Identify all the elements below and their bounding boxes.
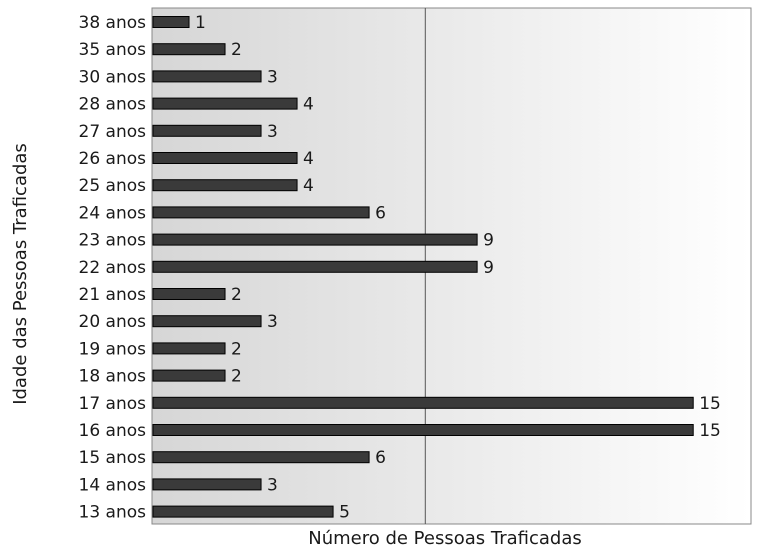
bar-19-anos (152, 342, 226, 355)
category-tick-label: 23 anos (79, 231, 147, 251)
bar-26-anos (152, 152, 298, 164)
bar-30-anos (152, 70, 262, 83)
bars (152, 16, 694, 518)
bar-38-anos (152, 16, 190, 28)
data-label: 3 (267, 122, 278, 142)
category-tick-labels: 38 anos 35 anos 30 anos 28 anos 27 anos 26 an… (79, 13, 147, 523)
data-label: 2 (231, 339, 242, 359)
bar-28-anos (152, 97, 298, 110)
category-tick-label: 26 anos (79, 149, 147, 169)
data-label: 3 (267, 312, 278, 332)
category-tick-label: 14 anos (79, 475, 147, 495)
category-tick-label: 17 anos (79, 394, 147, 414)
bar-21-anos (152, 288, 226, 300)
category-tick-label: 30 anos (79, 67, 147, 87)
bar-20-anos (152, 315, 262, 328)
bar-13-anos (152, 505, 334, 518)
data-label: 15 (699, 394, 721, 414)
category-tick-label: 20 anos (79, 312, 147, 332)
bar-35-anos (152, 43, 226, 56)
data-labels: 1 2 3 4 3 4 4 6 9 9 2 3 2 2 15 15 6 3 5 (195, 13, 721, 523)
category-tick-label: 15 anos (79, 448, 147, 468)
bar-27-anos (152, 124, 262, 137)
data-label: 6 (375, 203, 386, 223)
category-tick-label: 35 anos (79, 40, 147, 60)
data-label: 5 (339, 503, 350, 523)
data-label: 4 (303, 95, 314, 115)
x-axis-title: Número de Pessoas Traficadas (308, 528, 582, 549)
category-tick-label: 24 anos (79, 203, 147, 223)
data-label: 3 (267, 67, 278, 87)
category-tick-label: 13 anos (79, 503, 147, 523)
data-label: 4 (303, 149, 314, 169)
data-label: 15 (699, 421, 721, 441)
category-tick-label: 21 anos (79, 285, 147, 305)
category-tick-label: 22 anos (79, 258, 147, 278)
data-label: 9 (483, 231, 494, 251)
bar-25-anos (152, 179, 298, 192)
bar-24-anos (152, 206, 370, 219)
category-tick-label: 38 anos (79, 13, 147, 33)
data-label: 3 (267, 475, 278, 495)
y-axis-title: Idade das Pessoas Traficadas (10, 143, 31, 405)
category-tick-label: 28 anos (79, 95, 147, 115)
data-label: 2 (231, 285, 242, 305)
data-label: 2 (231, 40, 242, 60)
bar-18-anos (152, 369, 226, 382)
category-tick-label: 16 anos (79, 421, 147, 441)
category-tick-label: 25 anos (79, 176, 147, 196)
category-tick-label: 19 anos (79, 339, 147, 359)
bar-22-anos (152, 260, 478, 273)
data-label: 6 (375, 448, 386, 468)
bar-23-anos (152, 233, 478, 246)
bar-15-anos (152, 451, 370, 464)
category-tick-label: 18 anos (79, 367, 147, 387)
data-label: 1 (195, 13, 206, 33)
data-label: 9 (483, 258, 494, 278)
bar-16-anos (152, 424, 694, 436)
bar-14-anos (152, 478, 262, 491)
bar-17-anos (152, 396, 694, 409)
data-label: 2 (231, 367, 242, 387)
category-tick-label: 27 anos (79, 122, 147, 142)
data-label: 4 (303, 176, 314, 196)
